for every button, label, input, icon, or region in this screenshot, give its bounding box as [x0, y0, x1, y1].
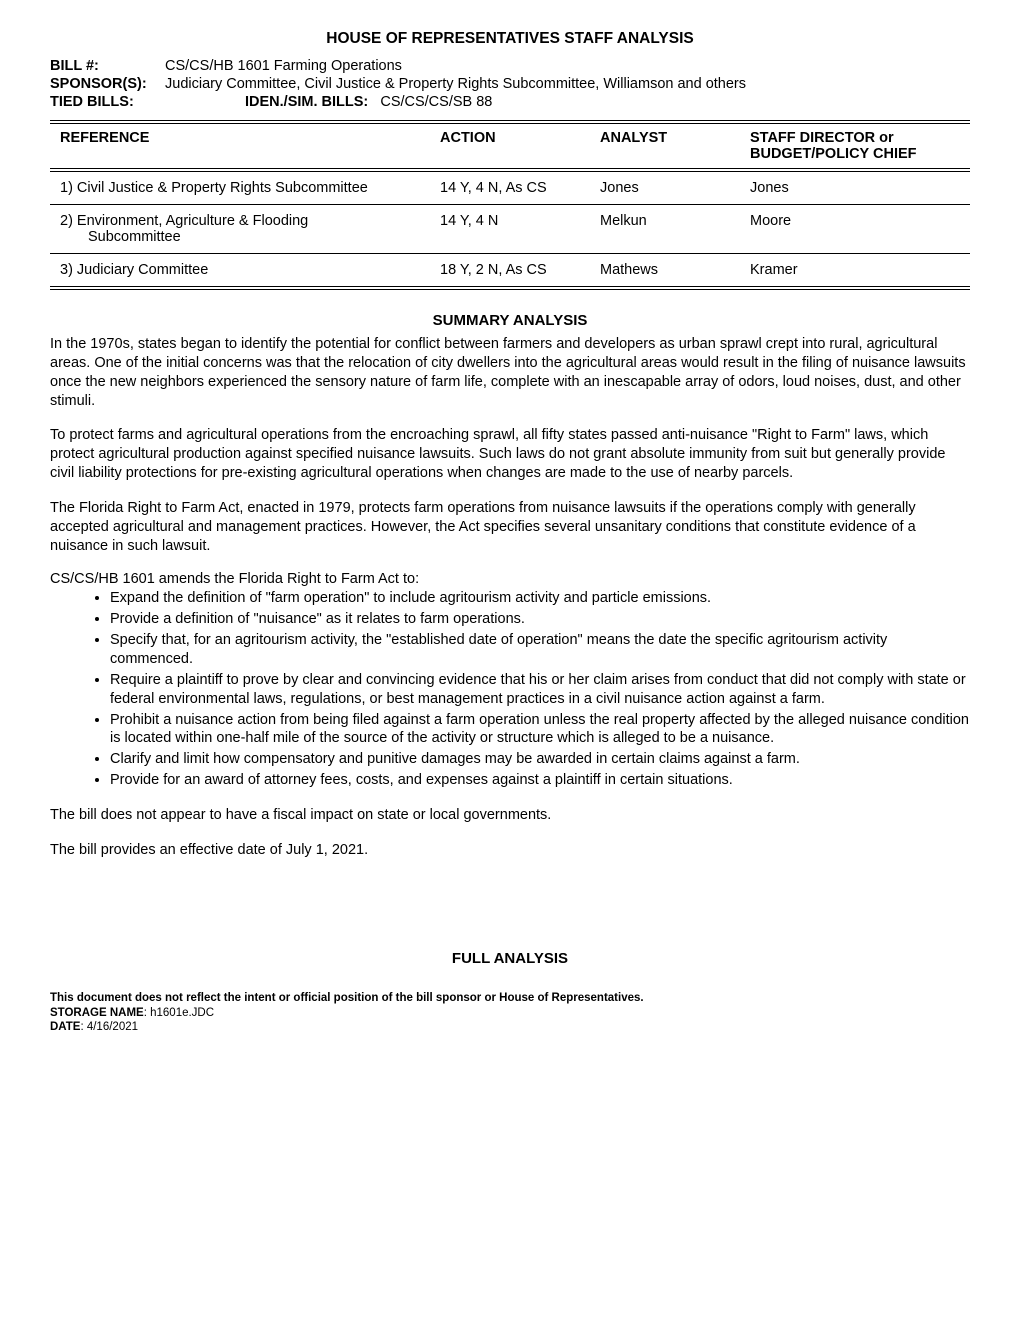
date-label: DATE [50, 1021, 80, 1033]
table-header-row: REFERENCE ACTION ANALYST STAFF DIRECTOR … [50, 124, 970, 168]
list-item: Expand the definition of "farm operation… [110, 589, 970, 608]
amend-intro: CS/CS/HB 1601 amends the Florida Right t… [50, 571, 419, 587]
iden-label: IDEN./SIM. BILLS: [245, 94, 368, 110]
analyst-cell: Jones [600, 180, 750, 196]
col-staff-header: STAFF DIRECTOR or BUDGET/POLICY CHIEF [750, 130, 960, 162]
storage-value: : h1601e.JDC [144, 1007, 214, 1019]
analyst-cell: Melkun [600, 213, 750, 245]
page-title: HOUSE OF REPRESENTATIVES STAFF ANALYSIS [50, 30, 970, 48]
staff-cell: Jones [750, 180, 960, 196]
action-cell: 14 Y, 4 N [440, 213, 600, 245]
staff-cell: Kramer [750, 262, 960, 278]
storage-label: STORAGE NAME [50, 1007, 144, 1019]
reference-cell: 1) Civil Justice & Property Rights Subco… [60, 180, 440, 196]
analyst-cell: Mathews [600, 262, 750, 278]
tied-row: TIED BILLS: IDEN./SIM. BILLS: CS/CS/CS/S… [50, 94, 970, 110]
full-analysis-title: FULL ANALYSIS [50, 950, 970, 967]
footer: This document does not reflect the inten… [50, 991, 970, 1036]
table-row: 3) Judiciary Committee 18 Y, 2 N, As CS … [50, 254, 970, 287]
col-reference-header: REFERENCE [60, 130, 440, 162]
summary-p4: The bill does not appear to have a fisca… [50, 806, 970, 825]
bill-label: BILL #: [50, 58, 165, 74]
table-row: 1) Civil Justice & Property Rights Subco… [50, 172, 970, 205]
list-item: Prohibit a nuisance action from being fi… [110, 711, 970, 749]
reference-table: REFERENCE ACTION ANALYST STAFF DIRECTOR … [50, 120, 970, 290]
summary-p3: The Florida Right to Farm Act, enacted i… [50, 499, 970, 556]
sponsor-value: Judiciary Committee, Civil Justice & Pro… [165, 76, 970, 92]
list-item: Require a plaintiff to prove by clear an… [110, 671, 970, 709]
bill-row: BILL #: CS/CS/HB 1601 Farming Operations [50, 58, 970, 74]
list-item: Specify that, for an agritourism activit… [110, 631, 970, 669]
bill-value: CS/CS/HB 1601 Farming Operations [165, 58, 970, 74]
sponsor-row: SPONSOR(S): Judiciary Committee, Civil J… [50, 76, 970, 92]
summary-p2: To protect farms and agricultural operat… [50, 426, 970, 483]
summary-title: SUMMARY ANALYSIS [50, 312, 970, 329]
amend-section: CS/CS/HB 1601 amends the Florida Right t… [50, 571, 970, 789]
sponsor-label: SPONSOR(S): [50, 76, 165, 92]
list-item: Provide for an award of attorney fees, c… [110, 771, 970, 790]
amend-list: Expand the definition of "farm operation… [50, 589, 970, 789]
tied-label: TIED BILLS: [50, 94, 165, 110]
staff-cell: Moore [750, 213, 960, 245]
date-value: : 4/16/2021 [80, 1021, 138, 1033]
summary-p1: In the 1970s, states began to identify t… [50, 335, 970, 410]
action-cell: 18 Y, 2 N, As CS [440, 262, 600, 278]
reference-cell: 3) Judiciary Committee [60, 262, 440, 278]
list-item: Provide a definition of "nuisance" as it… [110, 610, 970, 629]
col-analyst-header: ANALYST [600, 130, 750, 162]
reference-cell: 2) Environment, Agriculture & Flooding S… [60, 213, 440, 245]
table-row: 2) Environment, Agriculture & Flooding S… [50, 205, 970, 254]
col-action-header: ACTION [440, 130, 600, 162]
iden-value: CS/CS/CS/SB 88 [368, 94, 492, 110]
summary-p5: The bill provides an effective date of J… [50, 841, 970, 860]
action-cell: 14 Y, 4 N, As CS [440, 180, 600, 196]
footer-disclaimer: This document does not reflect the inten… [50, 992, 644, 1004]
list-item: Clarify and limit how compensatory and p… [110, 750, 970, 769]
